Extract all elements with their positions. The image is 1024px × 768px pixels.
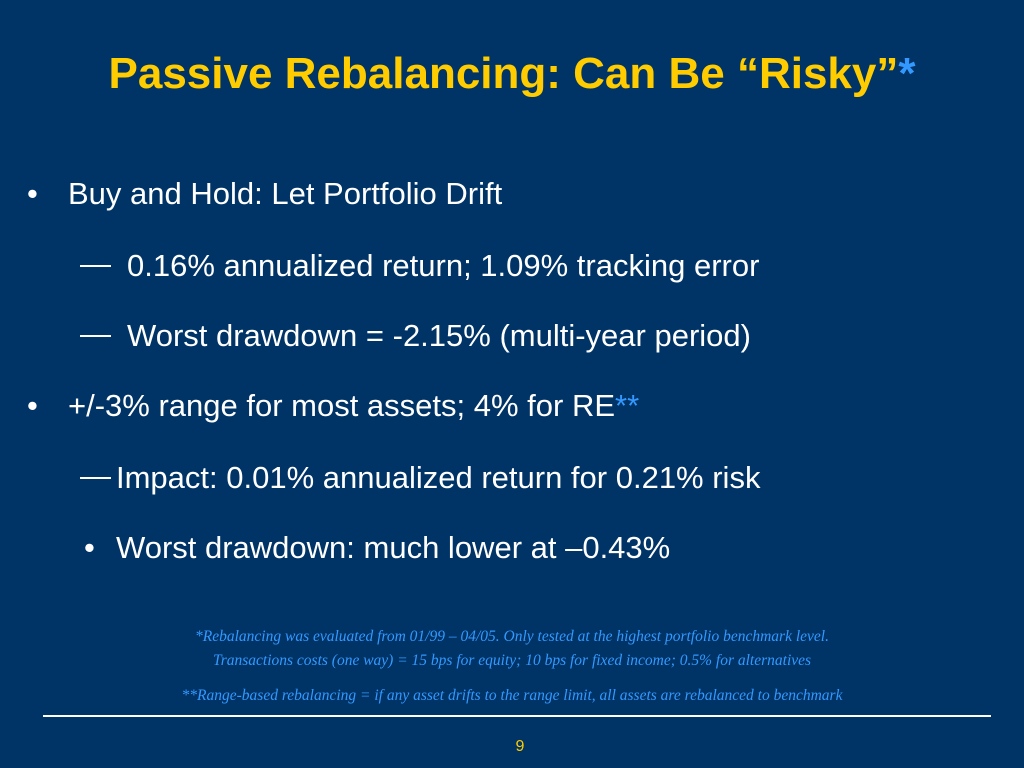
slide-title: Passive Rebalancing: Can Be “Risky”* — [0, 46, 1024, 102]
bullet-marker: • — [84, 530, 95, 565]
footnote-rebalancing: *Rebalancing was evaluated from 01/99 – … — [195, 628, 829, 645]
dash-marker: — — [80, 316, 111, 351]
bullet-text-range-label: +/-3% range for most assets; 4% for RE — [68, 388, 616, 423]
title-footnote-marker: * — [898, 49, 916, 98]
bullet-text-buy-and-hold: Buy and Hold: Let Portfolio Drift — [68, 176, 503, 211]
sub-bullet-worst-drawdown-lower: Worst drawdown: much lower at –0.43% — [116, 530, 671, 565]
page-number: 9 — [515, 738, 525, 755]
range-footnote-marker: ** — [615, 388, 640, 423]
sub-bullet-worst-drawdown: Worst drawdown = -2.15% (multi-year peri… — [127, 318, 751, 353]
slide-title-text: Passive Rebalancing: Can Be “Risky” — [108, 49, 899, 98]
sub-bullet-impact: Impact: 0.01% annualized return for 0.21… — [116, 460, 761, 495]
bullet-marker: • — [27, 388, 38, 423]
footnote-transaction-costs: Transactions costs (one way) = 15 bps fo… — [212, 652, 812, 669]
bullet-text-range: +/-3% range for most assets; 4% for RE** — [68, 386, 639, 426]
bullet-marker: • — [27, 176, 38, 211]
footnote-range-based: **Range-based rebalancing = if any asset… — [181, 687, 843, 704]
footer-divider — [43, 715, 991, 717]
dash-marker: — — [80, 246, 111, 281]
dash-marker: — — [80, 458, 111, 493]
sub-bullet-annualized-return: 0.16% annualized return; 1.09% tracking … — [127, 248, 760, 283]
